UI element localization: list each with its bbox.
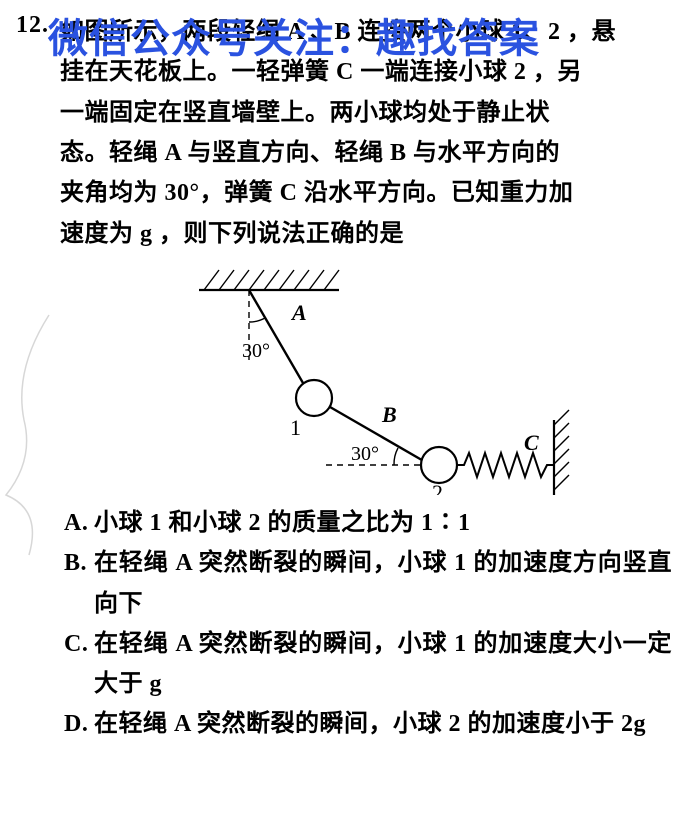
- option-label: D.: [64, 704, 94, 744]
- stem-line: 挂在天花板上。一轻弹簧 C 一端连接小球 2 ，另: [60, 59, 582, 85]
- stem-line: 态。轻绳 A 与竖直方向、轻绳 B 与水平方向的: [60, 140, 560, 166]
- label-c: C: [524, 430, 539, 455]
- option-label: A.: [64, 503, 94, 543]
- ball-1-label: 1: [290, 415, 301, 440]
- option-text: 在轻绳 A 突然断裂的瞬间，小球 1 的加速度方向竖直向下: [94, 543, 672, 624]
- stray-sketch-curve: [0, 310, 64, 570]
- angle-label-1: 30°: [242, 340, 270, 362]
- option-text: 小球 1 和小球 2 的质量之比为 1∶1: [94, 503, 672, 543]
- option-b: B. 在轻绳 A 突然断裂的瞬间，小球 1 的加速度方向竖直向下: [64, 543, 672, 624]
- option-label: B.: [64, 543, 94, 624]
- stem-line: 夹角均为 30°，弹簧 C 沿水平方向。已知重力加: [60, 180, 573, 206]
- option-text: 在轻绳 A 突然断裂的瞬间，小球 2 的加速度小于 2g: [94, 704, 672, 744]
- stem-line: 如图所示，两段轻绳 A 、B 连接两个小球 1、2 ，悬: [60, 19, 616, 45]
- ball-2: [421, 447, 457, 483]
- problem-block: 12. 如图所示，两段轻绳 A 、B 连接两个小球 1、2 ，悬 挂在天花板上。…: [16, 12, 672, 254]
- label-b: B: [381, 402, 397, 427]
- stem-line: 速度为 g ，则下列说法正确的是: [60, 221, 404, 247]
- option-d: D. 在轻绳 A 突然断裂的瞬间，小球 2 的加速度小于 2g: [64, 704, 672, 744]
- answer-options: A. 小球 1 和小球 2 的质量之比为 1∶1 B. 在轻绳 A 突然断裂的瞬…: [16, 503, 672, 745]
- ball-1: [296, 380, 332, 416]
- ball-2-label: 2: [432, 480, 443, 495]
- physics-diagram: A 30° 1 B 30° 2 C: [16, 260, 672, 495]
- option-text: 在轻绳 A 突然断裂的瞬间，小球 1 的加速度大小一定大于 g: [94, 624, 672, 705]
- question-number: 12.: [16, 12, 60, 39]
- label-a: A: [290, 300, 307, 325]
- option-c: C. 在轻绳 A 突然断裂的瞬间，小球 1 的加速度大小一定大于 g: [64, 624, 672, 705]
- option-label: C.: [64, 624, 94, 705]
- angle-label-2: 30°: [351, 443, 379, 465]
- stem-line: 一端固定在竖直墙壁上。两小球均处于静止状: [60, 100, 550, 126]
- question-stem: 如图所示，两段轻绳 A 、B 连接两个小球 1、2 ，悬 挂在天花板上。一轻弹簧…: [60, 12, 616, 254]
- option-a: A. 小球 1 和小球 2 的质量之比为 1∶1: [64, 503, 672, 543]
